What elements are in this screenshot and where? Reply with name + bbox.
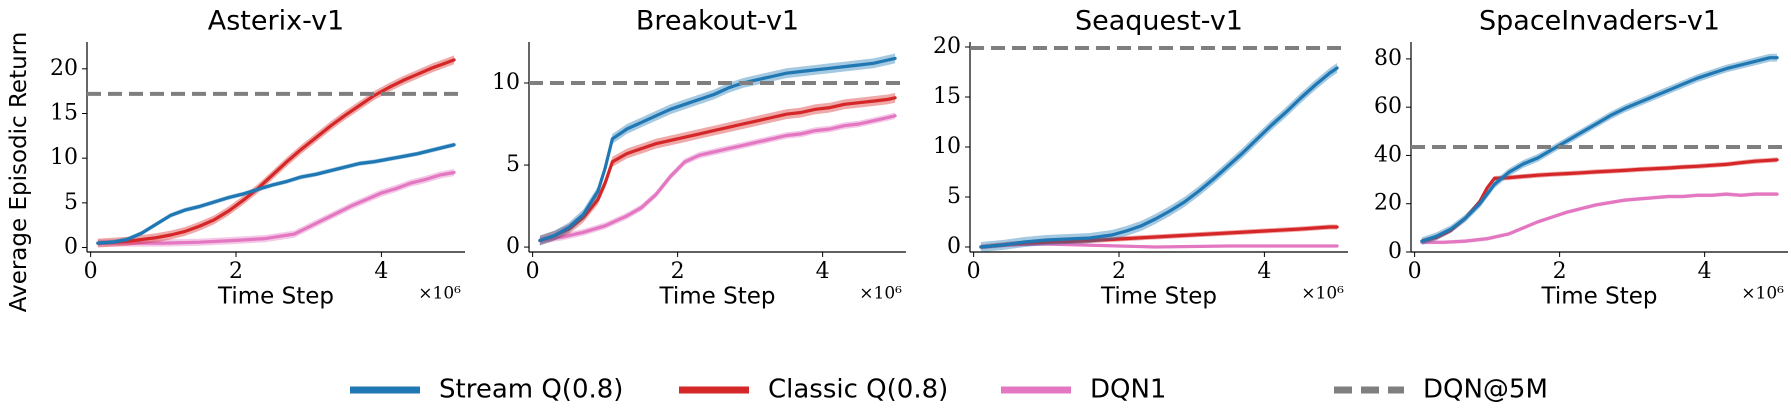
y-axis-label: Average Episodic Return: [6, 32, 32, 313]
legend-label-dqn5m: DQN@5M: [1423, 375, 1548, 405]
y-tick-label: 5: [506, 152, 520, 177]
y-tick-label: 0: [64, 235, 78, 260]
x-tick-label: 2: [229, 259, 243, 284]
x-tick-label: 0: [526, 259, 540, 284]
legend-label-classic: Classic Q(0.8): [768, 375, 948, 405]
y-tick-label: 15: [50, 100, 78, 125]
x-tick-label: 0: [1408, 259, 1422, 284]
y-tick-label: 0: [947, 234, 961, 259]
x-axis-multiplier: ×10⁶: [418, 284, 461, 304]
x-tick-label: 4: [374, 259, 388, 284]
x-axis-label: Time Step: [217, 284, 334, 310]
y-tick-label: 15: [933, 84, 961, 109]
legend-label-stream: Stream Q(0.8): [439, 375, 623, 405]
series-band-stream: [1421, 53, 1778, 245]
series-line-dqn1: [96, 170, 456, 245]
x-axis-label: Time Step: [1100, 284, 1217, 310]
series-line-stream: [96, 143, 456, 245]
y-tick-label: 60: [1374, 94, 1402, 119]
legend: Stream Q(0.8) Classic Q(0.8) DQN1 DQN@5M: [350, 375, 1548, 405]
series-band-classic: [539, 92, 896, 246]
series-line-stream: [1420, 56, 1779, 243]
panel-title: SpaceInvaders-v1: [1479, 6, 1720, 37]
y-tick-label: 5: [64, 190, 78, 215]
series-band-stream: [980, 63, 1338, 252]
panel-title: Breakout-v1: [636, 6, 799, 37]
y-tick-label: 40: [1374, 142, 1402, 167]
series-line-classic: [96, 58, 456, 245]
y-tick-label: 20: [1374, 191, 1402, 216]
x-axis-multiplier: ×10⁶: [1741, 284, 1784, 304]
series-line-classic: [1420, 158, 1779, 243]
series-line-classic: [979, 225, 1339, 249]
panel-2: Seaquest-v1 0 5 10 15 20 0 2 4 Time Step ×10⁶: [933, 6, 1348, 310]
panel-3: SpaceInvaders-v1 0 20 40 60 80 0 2 4 Time Step ×10…: [1374, 6, 1788, 310]
y-tick-label: 10: [50, 145, 78, 170]
series-line-stream: [538, 56, 897, 243]
y-tick-label: 10: [492, 70, 520, 95]
series-line-classic: [538, 96, 897, 243]
panel-1: Breakout-v1 0 5 10 0 2 4 Time Step ×10⁶: [492, 6, 906, 310]
x-axis-label: Time Step: [659, 284, 776, 310]
series-band-dqn1: [1421, 192, 1778, 245]
x-tick-label: 2: [1553, 259, 1567, 284]
x-axis-multiplier: ×10⁶: [859, 284, 902, 304]
x-tick-label: 4: [1698, 259, 1712, 284]
y-tick-label: 0: [1388, 239, 1402, 264]
x-axis-label: Time Step: [1541, 284, 1658, 310]
x-tick-label: 4: [1257, 259, 1271, 284]
x-tick-label: 0: [84, 259, 98, 284]
x-tick-label: 0: [967, 259, 981, 284]
series-line-dqn1: [1420, 192, 1779, 244]
x-axis-multiplier: ×10⁶: [1301, 284, 1344, 304]
y-tick-label: 20: [50, 56, 78, 81]
series-band-dqn1: [539, 112, 896, 244]
x-tick-label: 4: [816, 259, 830, 284]
panel-0: Asterix-v1 0 5 10 15 20 0 2 4 Time Step ×10⁶: [50, 6, 465, 310]
legend-label-dqn1: DQN1: [1090, 375, 1166, 405]
panel-title: Asterix-v1: [208, 6, 345, 37]
series-line-stream: [979, 66, 1339, 249]
series-line-dqn1: [979, 242, 1339, 249]
y-tick-label: 20: [933, 34, 961, 59]
y-tick-label: 10: [933, 134, 961, 159]
y-tick-label: 0: [506, 234, 520, 259]
y-tick-label: 5: [947, 184, 961, 209]
series-line-dqn1: [538, 114, 897, 243]
y-tick-label: 80: [1374, 46, 1402, 71]
x-tick-label: 2: [1112, 259, 1126, 284]
panel-title: Seaquest-v1: [1075, 6, 1243, 37]
series-band-classic: [97, 55, 455, 248]
x-tick-label: 2: [671, 259, 685, 284]
